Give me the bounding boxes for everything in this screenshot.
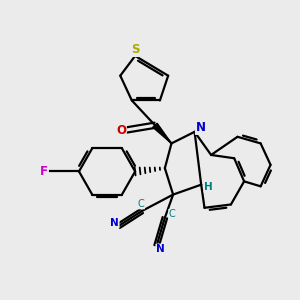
Text: N: N (110, 218, 119, 228)
Text: H: H (204, 182, 213, 192)
Text: O: O (116, 124, 126, 137)
Text: C: C (169, 209, 175, 219)
Text: S: S (131, 44, 140, 56)
Polygon shape (153, 123, 172, 143)
Text: N: N (196, 122, 206, 134)
Text: C: C (138, 199, 145, 209)
Text: N: N (156, 244, 165, 254)
Text: F: F (40, 165, 48, 178)
